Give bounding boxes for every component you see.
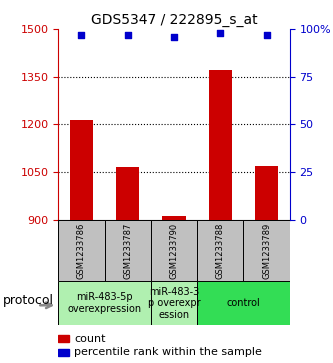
Title: GDS5347 / 222895_s_at: GDS5347 / 222895_s_at <box>91 13 257 26</box>
Bar <box>163 216 185 220</box>
Point <box>125 32 131 38</box>
Text: percentile rank within the sample: percentile rank within the sample <box>75 347 262 358</box>
Bar <box>151 281 197 325</box>
Text: GSM1233786: GSM1233786 <box>77 222 86 279</box>
Text: GSM1233789: GSM1233789 <box>262 223 271 278</box>
Bar <box>255 166 278 220</box>
Text: miR-483-3
p overexpr
ession: miR-483-3 p overexpr ession <box>148 286 200 320</box>
Text: count: count <box>75 334 106 343</box>
Point <box>79 32 84 38</box>
Bar <box>58 281 151 325</box>
Bar <box>197 220 243 281</box>
Text: control: control <box>226 298 260 308</box>
Bar <box>116 167 139 220</box>
Text: GSM1233788: GSM1233788 <box>216 222 225 279</box>
Text: protocol: protocol <box>3 294 54 307</box>
Point <box>171 34 176 40</box>
Bar <box>197 281 290 325</box>
Bar <box>58 335 69 342</box>
Text: GSM1233787: GSM1233787 <box>123 222 132 279</box>
Bar <box>151 220 197 281</box>
Point <box>264 32 269 38</box>
Bar <box>243 220 290 281</box>
Bar <box>70 119 93 220</box>
Point <box>218 30 223 36</box>
Bar <box>105 220 151 281</box>
Bar <box>58 220 105 281</box>
Text: miR-483-5p
overexpression: miR-483-5p overexpression <box>68 292 142 314</box>
Bar <box>209 70 232 220</box>
Text: GSM1233790: GSM1233790 <box>169 223 178 278</box>
Bar <box>58 349 69 356</box>
